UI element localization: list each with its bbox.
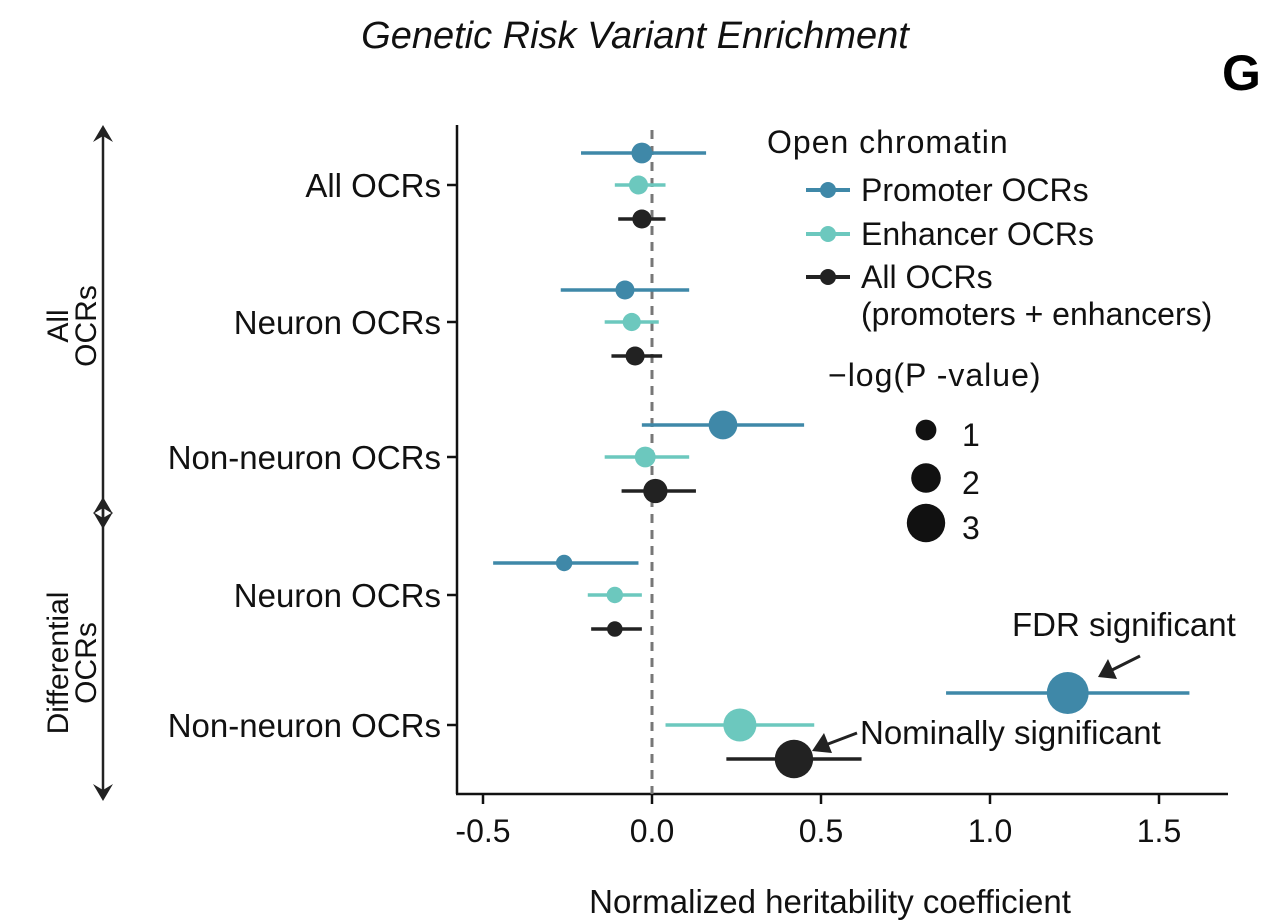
annotation-nominal-arrow-head-icon	[812, 733, 832, 753]
x-axis-ticks: -0.5 0.0 0.5 1.0 1.5	[455, 794, 1181, 849]
point-enhancer	[634, 446, 656, 468]
legend: Open chromatin Promoter OCRs Enhancer OC…	[767, 124, 1212, 546]
group-differential-label-line2: OCRs	[70, 622, 103, 704]
legend-color-title: Open chromatin	[767, 124, 1009, 160]
x-tick-label: 1.5	[1137, 813, 1181, 849]
legend-size-items: 1 2 3	[906, 417, 980, 546]
y-category-label: Non-neuron OCRs	[168, 439, 441, 476]
point-promoter	[1046, 672, 1089, 714]
legend-size-dot	[915, 419, 937, 441]
point-enhancer	[622, 312, 641, 332]
legend-size-dot	[911, 463, 941, 493]
group-all-label-line1: All	[42, 309, 75, 342]
legend-swatch-dot-enhancer	[820, 226, 836, 242]
group-differential-ocrs: Differential OCRs	[42, 497, 113, 801]
x-tick-label: -0.5	[455, 813, 510, 849]
point-promoter	[708, 410, 738, 440]
chart-title: Genetic Risk Variant Enrichment	[361, 15, 910, 57]
group-all-ocrs: All OCRs	[42, 125, 113, 529]
point-enhancer	[628, 175, 648, 195]
point-all	[632, 209, 652, 229]
legend-label-promoter: Promoter OCRs	[861, 172, 1089, 208]
point-all	[643, 478, 668, 504]
data-marks	[493, 142, 1190, 779]
y-category-label: Neuron OCRs	[234, 304, 441, 341]
x-axis-label: Normalized heritability coefficient	[589, 883, 1071, 920]
legend-item-all: All OCRs (promoters + enhancers)	[806, 259, 1212, 332]
legend-swatch-dot-promoter	[820, 182, 836, 198]
annotation-fdr-arrow-head-icon	[1098, 659, 1117, 679]
y-category-label: All OCRs	[305, 167, 441, 204]
point-all	[774, 739, 814, 779]
panel-label: G	[1222, 45, 1261, 101]
legend-item-promoter: Promoter OCRs	[806, 172, 1089, 208]
point-all	[607, 621, 623, 637]
legend-size-label: 1	[962, 417, 980, 453]
legend-size-title: −log(P -value)	[828, 357, 1042, 393]
annotation-fdr-significant: FDR significant	[1012, 606, 1236, 643]
legend-label-enhancer: Enhancer OCRs	[861, 216, 1094, 252]
x-tick-label: 0.0	[630, 813, 674, 849]
annotations: FDR significant Nominally significant	[812, 606, 1236, 753]
point-enhancer	[723, 708, 757, 742]
arrow-up-icon	[93, 497, 113, 514]
annotation-nominal-arrow-line	[827, 731, 858, 746]
legend-item-enhancer: Enhancer OCRs	[806, 216, 1094, 252]
x-tick-label: 0.5	[799, 813, 843, 849]
legend-size-label: 3	[962, 510, 980, 546]
point-promoter	[631, 142, 653, 164]
legend-swatch-dot-all	[820, 269, 836, 285]
point-promoter	[555, 554, 573, 572]
group-brackets: All OCRs Differential OCRs	[42, 125, 113, 801]
point-promoter	[615, 280, 635, 300]
legend-label-all-subtitle: (promoters + enhancers)	[861, 296, 1212, 332]
annotation-nominally-significant: Nominally significant	[860, 714, 1161, 751]
legend-label-all: All OCRs	[861, 259, 993, 295]
y-category-label: Neuron OCRs	[234, 577, 441, 614]
point-all	[625, 346, 645, 366]
x-tick-label: 1.0	[968, 813, 1012, 849]
point-enhancer	[606, 586, 624, 604]
arrow-up-icon	[93, 125, 113, 142]
arrow-down-icon	[93, 784, 113, 801]
legend-size-dot	[906, 503, 946, 543]
legend-size-label: 2	[962, 465, 980, 501]
annotation-fdr-arrow-line	[1111, 654, 1141, 672]
group-all-label-line2: OCRs	[70, 285, 103, 367]
y-category-label: Non-neuron OCRs	[168, 707, 441, 744]
y-axis-categories: All OCRs Neuron OCRs Non-neuron OCRs Neuron…	[168, 167, 457, 744]
axes	[455, 125, 1228, 796]
group-differential-label-line1: Differential	[42, 592, 75, 735]
